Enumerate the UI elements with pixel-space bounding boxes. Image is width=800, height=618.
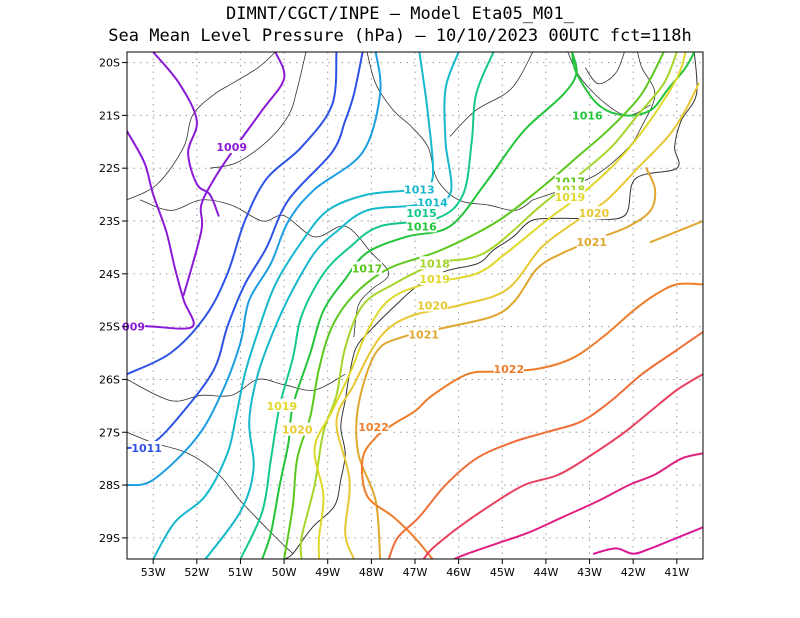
lon-tick-label: 53W: [141, 566, 166, 579]
lon-tick-label: 48W: [359, 566, 384, 579]
lon-tick-label: 49W: [315, 566, 340, 579]
isobar-1026: [592, 526, 703, 555]
contour-label-bg: [408, 327, 439, 341]
lon-tick-label: 42W: [621, 566, 646, 579]
contour-label-bg: [419, 256, 450, 270]
contour-label: 1013: [404, 183, 435, 196]
isobar-1012: [127, 52, 382, 487]
isobar-1011: [127, 52, 364, 450]
chart-title: DIMNT/CGCT/INPE – Model Eta05_M01_: [226, 4, 574, 24]
isobar-1009.5: [152, 52, 220, 217]
lon-tick-label: 45W: [490, 566, 515, 579]
contour-label-bg: [578, 206, 609, 220]
lon-tick-label: 44W: [533, 566, 558, 579]
contour-label-bg: [417, 298, 448, 312]
state-border: [139, 199, 390, 338]
axis-ticks: 20S 21S 22S 23S 24S 25S 26S 27S 28S 29S 53W 52W 51W 5…: [99, 57, 689, 579]
isobar-1010: [127, 52, 338, 376]
contour-label: 1019: [267, 400, 298, 413]
contour-label: 1020: [417, 300, 448, 313]
contour-label: 1020: [579, 207, 610, 220]
contour-label: 1019: [555, 191, 586, 204]
lat-tick-label: 27S: [99, 426, 120, 439]
grid-lines: [127, 52, 703, 559]
contour-label-bg: [358, 419, 389, 433]
state-border: [449, 52, 534, 137]
contour-label: 1016: [406, 220, 437, 233]
contour-labels: 1009009101110131014101510161016101710171…: [122, 108, 610, 455]
contour-label: 1020: [282, 424, 313, 437]
state-border: [127, 373, 346, 402]
contour-label: 1009: [216, 141, 247, 154]
lat-tick-label: 25S: [99, 321, 120, 334]
lat-tick-label: 23S: [99, 215, 120, 228]
lat-tick-label: 21S: [99, 109, 120, 122]
lat-tick-label: 26S: [99, 373, 120, 386]
isobar-1022: [360, 282, 703, 559]
contour-label: 1019: [419, 273, 450, 286]
lat-tick-label: 28S: [99, 479, 120, 492]
contour-label-bg: [352, 261, 382, 275]
lat-tick-label: 24S: [99, 268, 120, 281]
isobar-1024: [422, 373, 703, 559]
contour-label-bg: [122, 319, 146, 333]
lon-tick-label: 41W: [664, 566, 689, 579]
contour-label: 1021: [408, 329, 439, 342]
contour-label-bg: [576, 235, 607, 249]
contour-label: 1011: [131, 442, 162, 455]
lat-tick-label: 22S: [99, 162, 120, 175]
lat-tick-label: 29S: [99, 532, 120, 545]
isobar-1023: [387, 330, 703, 559]
contour-label-bg: [282, 422, 313, 436]
contour-label: 1017: [352, 263, 383, 276]
contour-label-bg: [572, 108, 603, 122]
isobar-1021.5: [649, 220, 703, 244]
lon-tick-label: 51W: [228, 566, 253, 579]
isobar-1025: [453, 452, 703, 559]
state-border: [567, 52, 651, 116]
contour-label-bg: [554, 190, 585, 204]
isobar-1014: [204, 52, 460, 559]
state-border: [127, 52, 276, 201]
state-border: [584, 52, 625, 85]
lat-tick-label: 20S: [99, 57, 120, 70]
isobar-1021: [355, 167, 657, 559]
isobar-1015: [239, 52, 495, 559]
lon-tick-label: 47W: [403, 566, 428, 579]
lon-tick-label: 50W: [272, 566, 297, 579]
contour-label: 1016: [572, 109, 603, 122]
contour-label-bg: [131, 441, 162, 455]
isobar-1018: [299, 52, 678, 559]
contour-label: 1022: [358, 421, 389, 434]
contour-label: 009: [122, 321, 145, 334]
isobar-1020: [335, 82, 700, 559]
lon-tick-label: 52W: [184, 566, 209, 579]
isobar-1016.5: [571, 52, 696, 117]
contour-label: 1021: [576, 236, 607, 249]
contour-label: 1022: [494, 363, 525, 376]
state-border: [209, 52, 307, 169]
contour-label-bg: [216, 140, 247, 154]
contour-label-bg: [493, 361, 524, 375]
coastline: [283, 52, 698, 559]
lon-tick-label: 43W: [577, 566, 602, 579]
chart-subtitle: Sea Mean Level Pressure (hPa) – 10/10/20…: [108, 26, 692, 46]
contour-label-bg: [406, 206, 437, 220]
isobar-1016: [261, 52, 578, 559]
contour-label: 1015: [406, 207, 437, 220]
isobar-1017: [283, 52, 665, 559]
contour-label-bg: [419, 272, 450, 286]
contour-label-bg: [406, 219, 437, 233]
contour-label: 1018: [419, 257, 450, 270]
contour-label-bg: [417, 195, 448, 209]
isobar-1009.8: [182, 52, 286, 296]
contour-label-bg: [266, 398, 297, 412]
isobar-1009: [127, 130, 195, 330]
lon-tick-label: 46W: [446, 566, 471, 579]
contour-label-bg: [404, 182, 435, 196]
